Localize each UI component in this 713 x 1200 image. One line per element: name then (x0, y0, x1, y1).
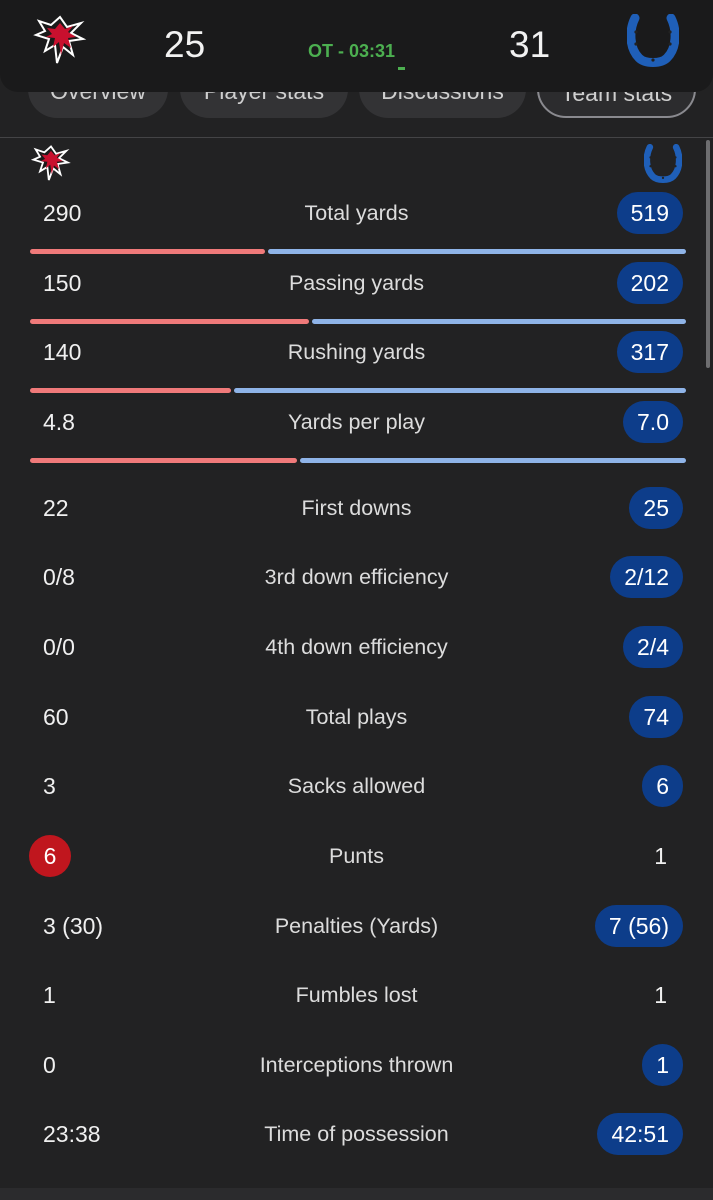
tab-divider (0, 137, 713, 138)
away-value-highlight: 25 (629, 487, 683, 529)
home-value: 4.8 (43, 409, 75, 435)
stat-row: Total yards 290 519 (0, 192, 713, 234)
away-share-bar (312, 319, 686, 324)
away-value-highlight: 202 (616, 262, 683, 304)
home-value: 0 (43, 1052, 56, 1078)
stat-label: Passing yards (288, 271, 425, 295)
live-indicator (398, 67, 405, 70)
stat-row: First downs 22 25 (0, 487, 713, 529)
home-value-highlight: 6 (29, 835, 71, 877)
stat-row: Fumbles lost 1 1 (0, 975, 713, 1015)
bottom-bar (0, 1188, 713, 1200)
home-value: 0/0 (43, 634, 75, 660)
away-value: 1 (654, 982, 667, 1008)
colts-horseshoe-icon[interactable] (627, 14, 679, 68)
stat-row: Time of possession 23:38 42:51 (0, 1113, 713, 1155)
stat-row: Penalties (Yards) 3 (30) 7 (56) (0, 905, 713, 947)
stat-row: 4th down efficiency 0/0 2/4 (0, 626, 713, 668)
away-share-bar (234, 388, 686, 393)
falcons-logo-icon (31, 145, 71, 181)
away-value: 1 (654, 843, 667, 869)
home-score: 25 (164, 24, 206, 65)
away-share-bar (268, 249, 686, 254)
away-value-highlight: 2/4 (623, 626, 683, 668)
home-value: 3 (30) (43, 913, 104, 939)
away-score: 31 (509, 24, 551, 65)
home-value: 22 (43, 495, 69, 521)
stat-row: Total plays 60 74 (0, 696, 713, 738)
away-value-highlight: 42:51 (597, 1113, 683, 1155)
away-value-highlight: 317 (616, 331, 683, 373)
away-share-bar (300, 458, 686, 463)
home-value: 60 (43, 704, 69, 730)
home-value: 23:38 (43, 1121, 101, 1147)
stat-row: Interceptions thrown 0 1 (0, 1044, 713, 1086)
away-value-highlight: 74 (629, 696, 683, 738)
home-share-bar (30, 249, 265, 254)
away-value-highlight: 1 (642, 1044, 683, 1086)
stat-label: Yards per play (287, 410, 426, 434)
home-value: 1 (43, 982, 56, 1008)
stat-label: Sacks allowed (287, 774, 426, 798)
away-value-highlight: 7 (56) (594, 905, 683, 947)
home-value: 140 (43, 339, 82, 365)
away-value-highlight: 2/12 (610, 556, 683, 598)
stat-row: Rushing yards 140 317 (0, 331, 713, 373)
home-value: 3 (43, 773, 56, 799)
stat-label: Time of possession (264, 1122, 449, 1146)
stat-label: Penalties (Yards) (274, 914, 439, 938)
stat-label: First downs (301, 496, 412, 520)
stat-label: Total plays (305, 705, 408, 729)
stat-label: Total yards (304, 201, 409, 225)
away-value-highlight: 7.0 (623, 401, 683, 443)
stat-label: Punts (329, 844, 384, 868)
stat-label: Fumbles lost (295, 983, 418, 1007)
stat-label: Interceptions thrown (259, 1053, 454, 1077)
stat-row: 3rd down efficiency 0/8 2/12 (0, 556, 713, 598)
home-value: 0/8 (43, 564, 75, 590)
away-value-highlight: 519 (616, 192, 683, 234)
home-value: 150 (43, 270, 82, 296)
stat-row: Passing yards 150 202 (0, 262, 713, 304)
colts-horseshoe-icon (644, 144, 682, 183)
stat-label: 4th down efficiency (265, 635, 448, 659)
scrollbar[interactable] (706, 140, 710, 368)
home-value: 290 (43, 200, 82, 226)
stat-label: 3rd down efficiency (264, 565, 449, 589)
stat-row: Punts 6 1 (0, 835, 713, 877)
home-share-bar (30, 388, 231, 393)
stat-row: Sacks allowed 3 6 (0, 765, 713, 807)
game-header: 25 OT - 03:31 31 (0, 0, 713, 92)
game-status: OT - 03:31 (308, 41, 396, 61)
falcons-logo-icon[interactable] (33, 15, 87, 67)
stat-row: Yards per play 4.8 7.0 (0, 401, 713, 443)
home-share-bar (30, 458, 297, 463)
stat-label: Rushing yards (287, 340, 426, 364)
away-value-highlight: 6 (642, 765, 683, 807)
home-share-bar (30, 319, 309, 324)
